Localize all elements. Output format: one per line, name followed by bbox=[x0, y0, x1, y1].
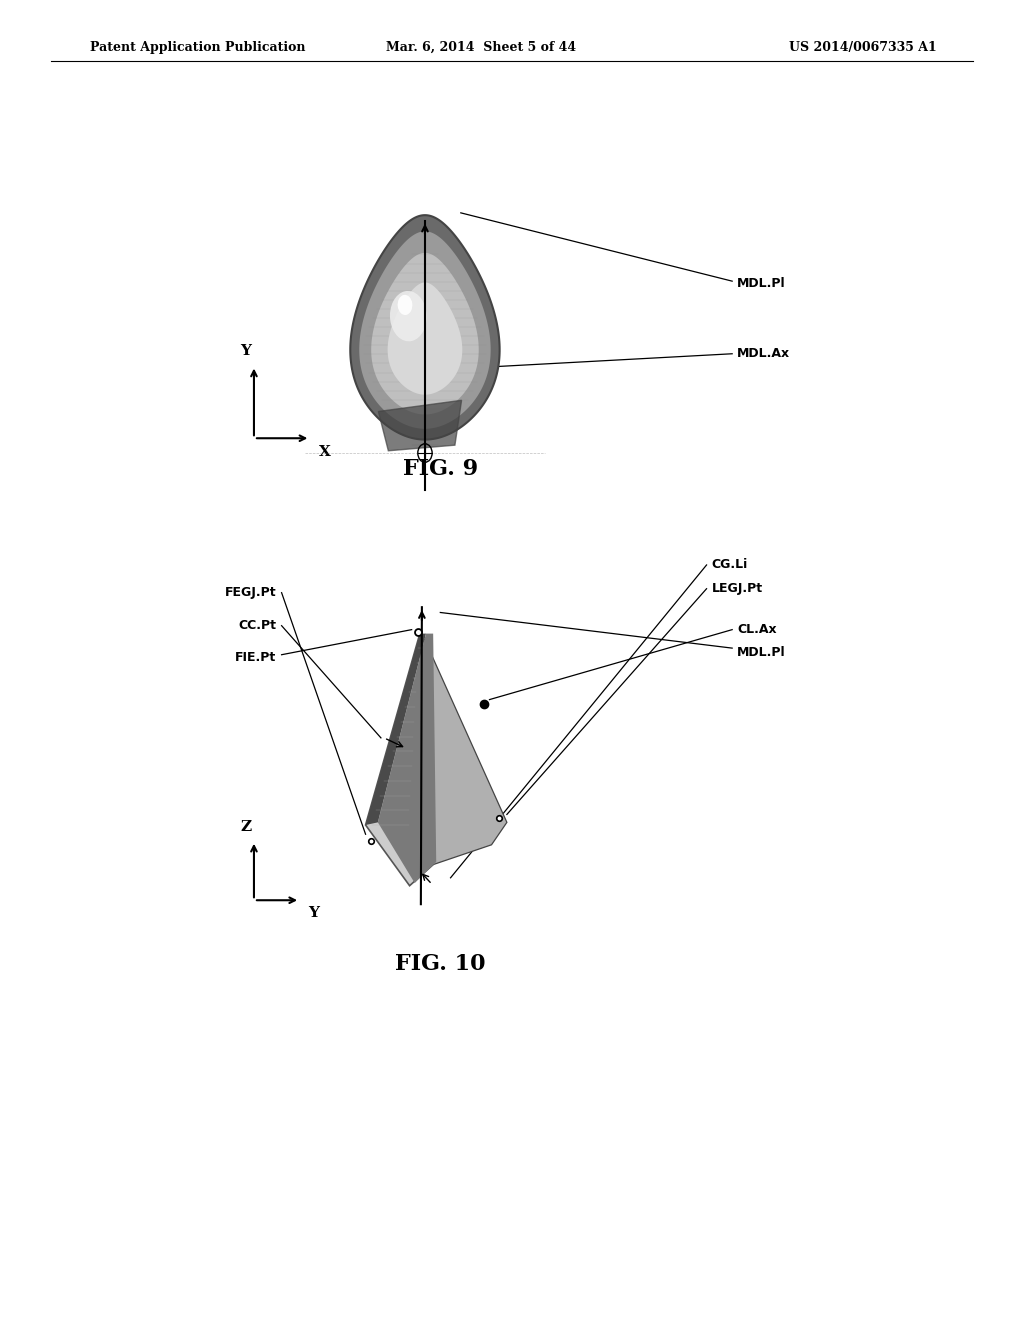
Text: CL.Ax: CL.Ax bbox=[737, 623, 777, 636]
Polygon shape bbox=[366, 634, 433, 886]
Text: Z: Z bbox=[241, 820, 251, 834]
Polygon shape bbox=[378, 634, 436, 883]
Text: Y: Y bbox=[241, 343, 251, 358]
Polygon shape bbox=[359, 231, 490, 429]
Text: US 2014/0067335 A1: US 2014/0067335 A1 bbox=[790, 41, 937, 54]
Polygon shape bbox=[371, 253, 479, 414]
Text: FIG. 9: FIG. 9 bbox=[402, 458, 478, 479]
Text: Y: Y bbox=[308, 906, 319, 920]
Text: CG.Li: CG.Li bbox=[712, 558, 748, 572]
Text: FIG. 10: FIG. 10 bbox=[395, 953, 485, 974]
Polygon shape bbox=[350, 215, 500, 440]
Text: MDL.Ax: MDL.Ax bbox=[737, 347, 791, 360]
Polygon shape bbox=[366, 634, 426, 825]
Text: FIE.Pt: FIE.Pt bbox=[236, 651, 276, 664]
Ellipse shape bbox=[390, 290, 427, 342]
Polygon shape bbox=[420, 634, 507, 865]
Text: MDL.Pl: MDL.Pl bbox=[737, 277, 785, 290]
Text: Mar. 6, 2014  Sheet 5 of 44: Mar. 6, 2014 Sheet 5 of 44 bbox=[386, 41, 577, 54]
Text: FEGJ.Pt: FEGJ.Pt bbox=[225, 586, 276, 599]
Text: LEGJ.Pt: LEGJ.Pt bbox=[712, 582, 763, 595]
Polygon shape bbox=[379, 400, 462, 451]
Text: X: X bbox=[318, 445, 331, 459]
Text: MDL.Pl: MDL.Pl bbox=[737, 645, 785, 659]
Text: CC.Pt: CC.Pt bbox=[239, 619, 276, 632]
Text: Patent Application Publication: Patent Application Publication bbox=[90, 41, 305, 54]
Polygon shape bbox=[388, 282, 462, 395]
Ellipse shape bbox=[397, 294, 413, 315]
